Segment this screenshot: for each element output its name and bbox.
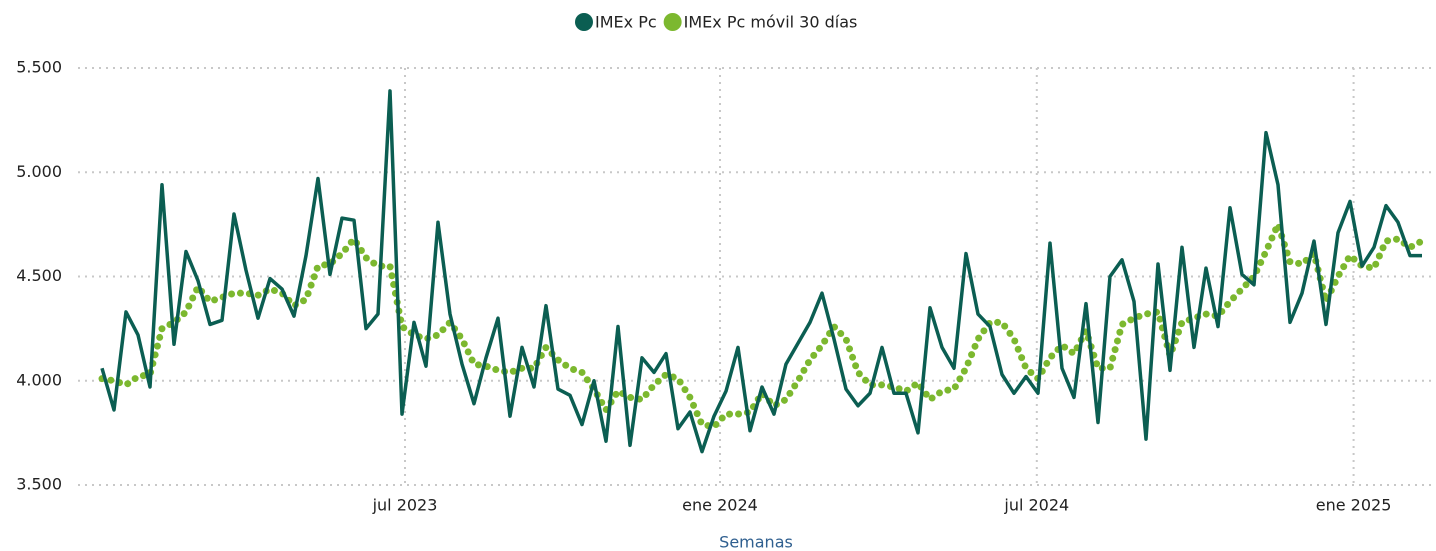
y-tick-label: 3.500 (16, 475, 62, 494)
x-tick-label: jul 2023 (372, 496, 438, 515)
x-tick-label: ene 2024 (682, 496, 758, 515)
legend-marker (663, 13, 682, 31)
x-tick-label: ene 2025 (1316, 496, 1392, 515)
series-line (100, 89, 1422, 454)
y-tick-label: 5.500 (16, 58, 62, 77)
legend-marker (575, 13, 593, 31)
y-tick-label: 4.000 (16, 370, 62, 389)
x-tick-label: jul 2024 (1003, 496, 1069, 515)
y-tick-label: 5.000 (16, 162, 62, 181)
legend-label: IMEx Pc móvil 30 días (684, 13, 858, 32)
legend-label: IMEx Pc (595, 13, 657, 32)
y-tick-label: 4.500 (16, 266, 62, 285)
x-axis-title: Semanas (719, 533, 793, 551)
